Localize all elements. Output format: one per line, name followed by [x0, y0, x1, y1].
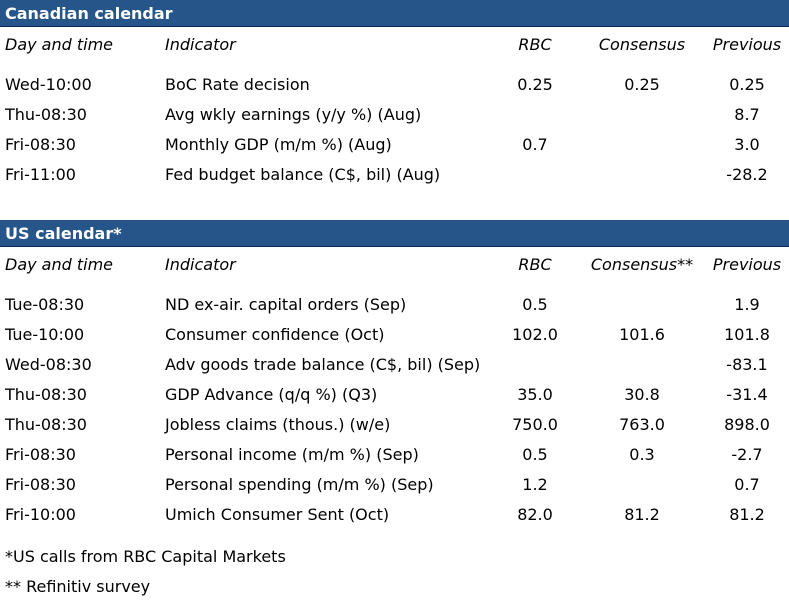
row-previous-value: -2.7 — [731, 445, 763, 464]
table-row: Tue-10:00 Consumer confidence (Oct) 102.0 1… — [0, 320, 789, 350]
canadian-calendar-header: Canadian calendar — [0, 0, 789, 27]
col-indicator: Indicator — [165, 35, 236, 54]
row-indicator: Monthly GDP (m/m %) (Aug) — [165, 135, 392, 154]
row-indicator: Avg wkly earnings (y/y %) (Aug) — [165, 105, 422, 124]
table-row: Fri-08:30 Monthly GDP (m/m %) (Aug) 0.7 3.0 — [0, 130, 789, 160]
us-column-headers: Day and time Indicator RBC Consensus** P… — [0, 250, 789, 280]
row-consensus-value: 101.6 — [619, 325, 665, 344]
row-consensus-value: 30.8 — [624, 385, 660, 404]
table-row: Fri-10:00 Umich Consumer Sent (Oct) 82.0 81… — [0, 500, 789, 530]
col-rbc: RBC — [518, 35, 552, 54]
row-rbc-value: 0.5 — [522, 445, 548, 464]
row-indicator: BoC Rate decision — [165, 75, 310, 94]
row-rbc-value: 0.25 — [517, 75, 553, 94]
row-consensus-value: 0.3 — [629, 445, 655, 464]
row-day-time: Fri-08:30 — [5, 475, 76, 494]
row-indicator: Consumer confidence (Oct) — [165, 325, 385, 344]
table-row: Thu-08:30 Jobless claims (thous.) (w/e) 75… — [0, 410, 789, 440]
row-consensus-value: 0.25 — [624, 75, 660, 94]
footnote-refinitiv: ** Refinitiv survey — [5, 577, 151, 596]
row-indicator: Umich Consumer Sent (Oct) — [165, 505, 390, 524]
us-calendar-title: US calendar* — [5, 224, 122, 243]
table-row: Wed-10:00 BoC Rate decision 0.25 0.25 0.25 — [0, 70, 789, 100]
table-row: Fri-08:30 Personal income (m/m %) (Sep) 0.… — [0, 440, 789, 470]
row-indicator: Adv goods trade balance (C$, bil) (Sep) — [165, 355, 481, 374]
col-day-and-time: Day and time — [5, 255, 114, 274]
row-previous-value: 898.0 — [724, 415, 770, 434]
row-previous-value: 3.0 — [734, 135, 760, 154]
row-day-time: Thu-08:30 — [5, 385, 87, 404]
row-indicator: GDP Advance (q/q %) (Q3) — [165, 385, 378, 404]
row-day-time: Fri-08:30 — [5, 135, 76, 154]
row-rbc-value: 0.5 — [522, 295, 548, 314]
row-rbc-value: 0.7 — [522, 135, 548, 154]
row-previous-value: 1.9 — [734, 295, 760, 314]
row-indicator: Jobless claims (thous.) (w/e) — [165, 415, 391, 434]
table-row: Thu-08:30 GDP Advance (q/q %) (Q3) 35.0 30.… — [0, 380, 789, 410]
row-consensus-value: 81.2 — [624, 505, 660, 524]
row-previous-value: -28.2 — [726, 165, 768, 184]
table-row: Fri-11:00 Fed budget balance (C$, bil) (A… — [0, 160, 789, 190]
col-consensus: Consensus — [598, 35, 686, 54]
col-rbc: RBC — [518, 255, 552, 274]
row-indicator: Personal spending (m/m %) (Sep) — [165, 475, 434, 494]
canadian-calendar-title: Canadian calendar — [5, 4, 173, 23]
row-indicator: ND ex-air. capital orders (Sep) — [165, 295, 407, 314]
row-rbc-value: 1.2 — [522, 475, 548, 494]
row-indicator: Personal income (m/m %) (Sep) — [165, 445, 419, 464]
row-previous-value: 8.7 — [734, 105, 760, 124]
row-day-time: Wed-10:00 — [5, 75, 92, 94]
canadian-column-headers: Day and time Indicator RBC Consensus Pre… — [0, 30, 789, 60]
table-row: Wed-08:30 Adv goods trade balance (C$, bi… — [0, 350, 789, 380]
row-day-time: Tue-10:00 — [5, 325, 85, 344]
row-day-time: Thu-08:30 — [5, 105, 87, 124]
table-row: Tue-08:30 ND ex-air. capital orders (Sep)… — [0, 290, 789, 320]
col-previous: Previous — [712, 255, 782, 274]
row-day-time: Fri-11:00 — [5, 165, 76, 184]
row-rbc-value: 82.0 — [517, 505, 553, 524]
row-rbc-value: 102.0 — [512, 325, 558, 344]
row-day-time: Fri-08:30 — [5, 445, 76, 464]
col-previous: Previous — [712, 35, 782, 54]
us-calendar-header: US calendar* — [0, 220, 789, 247]
table-row: Fri-08:30 Personal spending (m/m %) (Sep)… — [0, 470, 789, 500]
col-indicator: Indicator — [165, 255, 236, 274]
row-previous-value: 81.2 — [729, 505, 765, 524]
row-previous-value: -83.1 — [726, 355, 768, 374]
row-previous-value: 0.7 — [734, 475, 760, 494]
row-day-time: Tue-08:30 — [5, 295, 85, 314]
table-row: Thu-08:30 Avg wkly earnings (y/y %) (Aug)… — [0, 100, 789, 130]
col-day-and-time: Day and time — [5, 35, 114, 54]
row-previous-value: -31.4 — [726, 385, 768, 404]
row-day-time: Fri-10:00 — [5, 505, 76, 524]
row-day-time: Thu-08:30 — [5, 415, 87, 434]
row-consensus-value: 763.0 — [619, 415, 665, 434]
row-rbc-value: 35.0 — [517, 385, 553, 404]
col-consensus: Consensus** — [590, 255, 694, 274]
row-day-time: Wed-08:30 — [5, 355, 92, 374]
row-previous-value: 101.8 — [724, 325, 770, 344]
footnote-us-calls: *US calls from RBC Capital Markets — [5, 547, 286, 566]
row-previous-value: 0.25 — [729, 75, 765, 94]
row-rbc-value: 750.0 — [512, 415, 558, 434]
row-indicator: Fed budget balance (C$, bil) (Aug) — [165, 165, 441, 184]
